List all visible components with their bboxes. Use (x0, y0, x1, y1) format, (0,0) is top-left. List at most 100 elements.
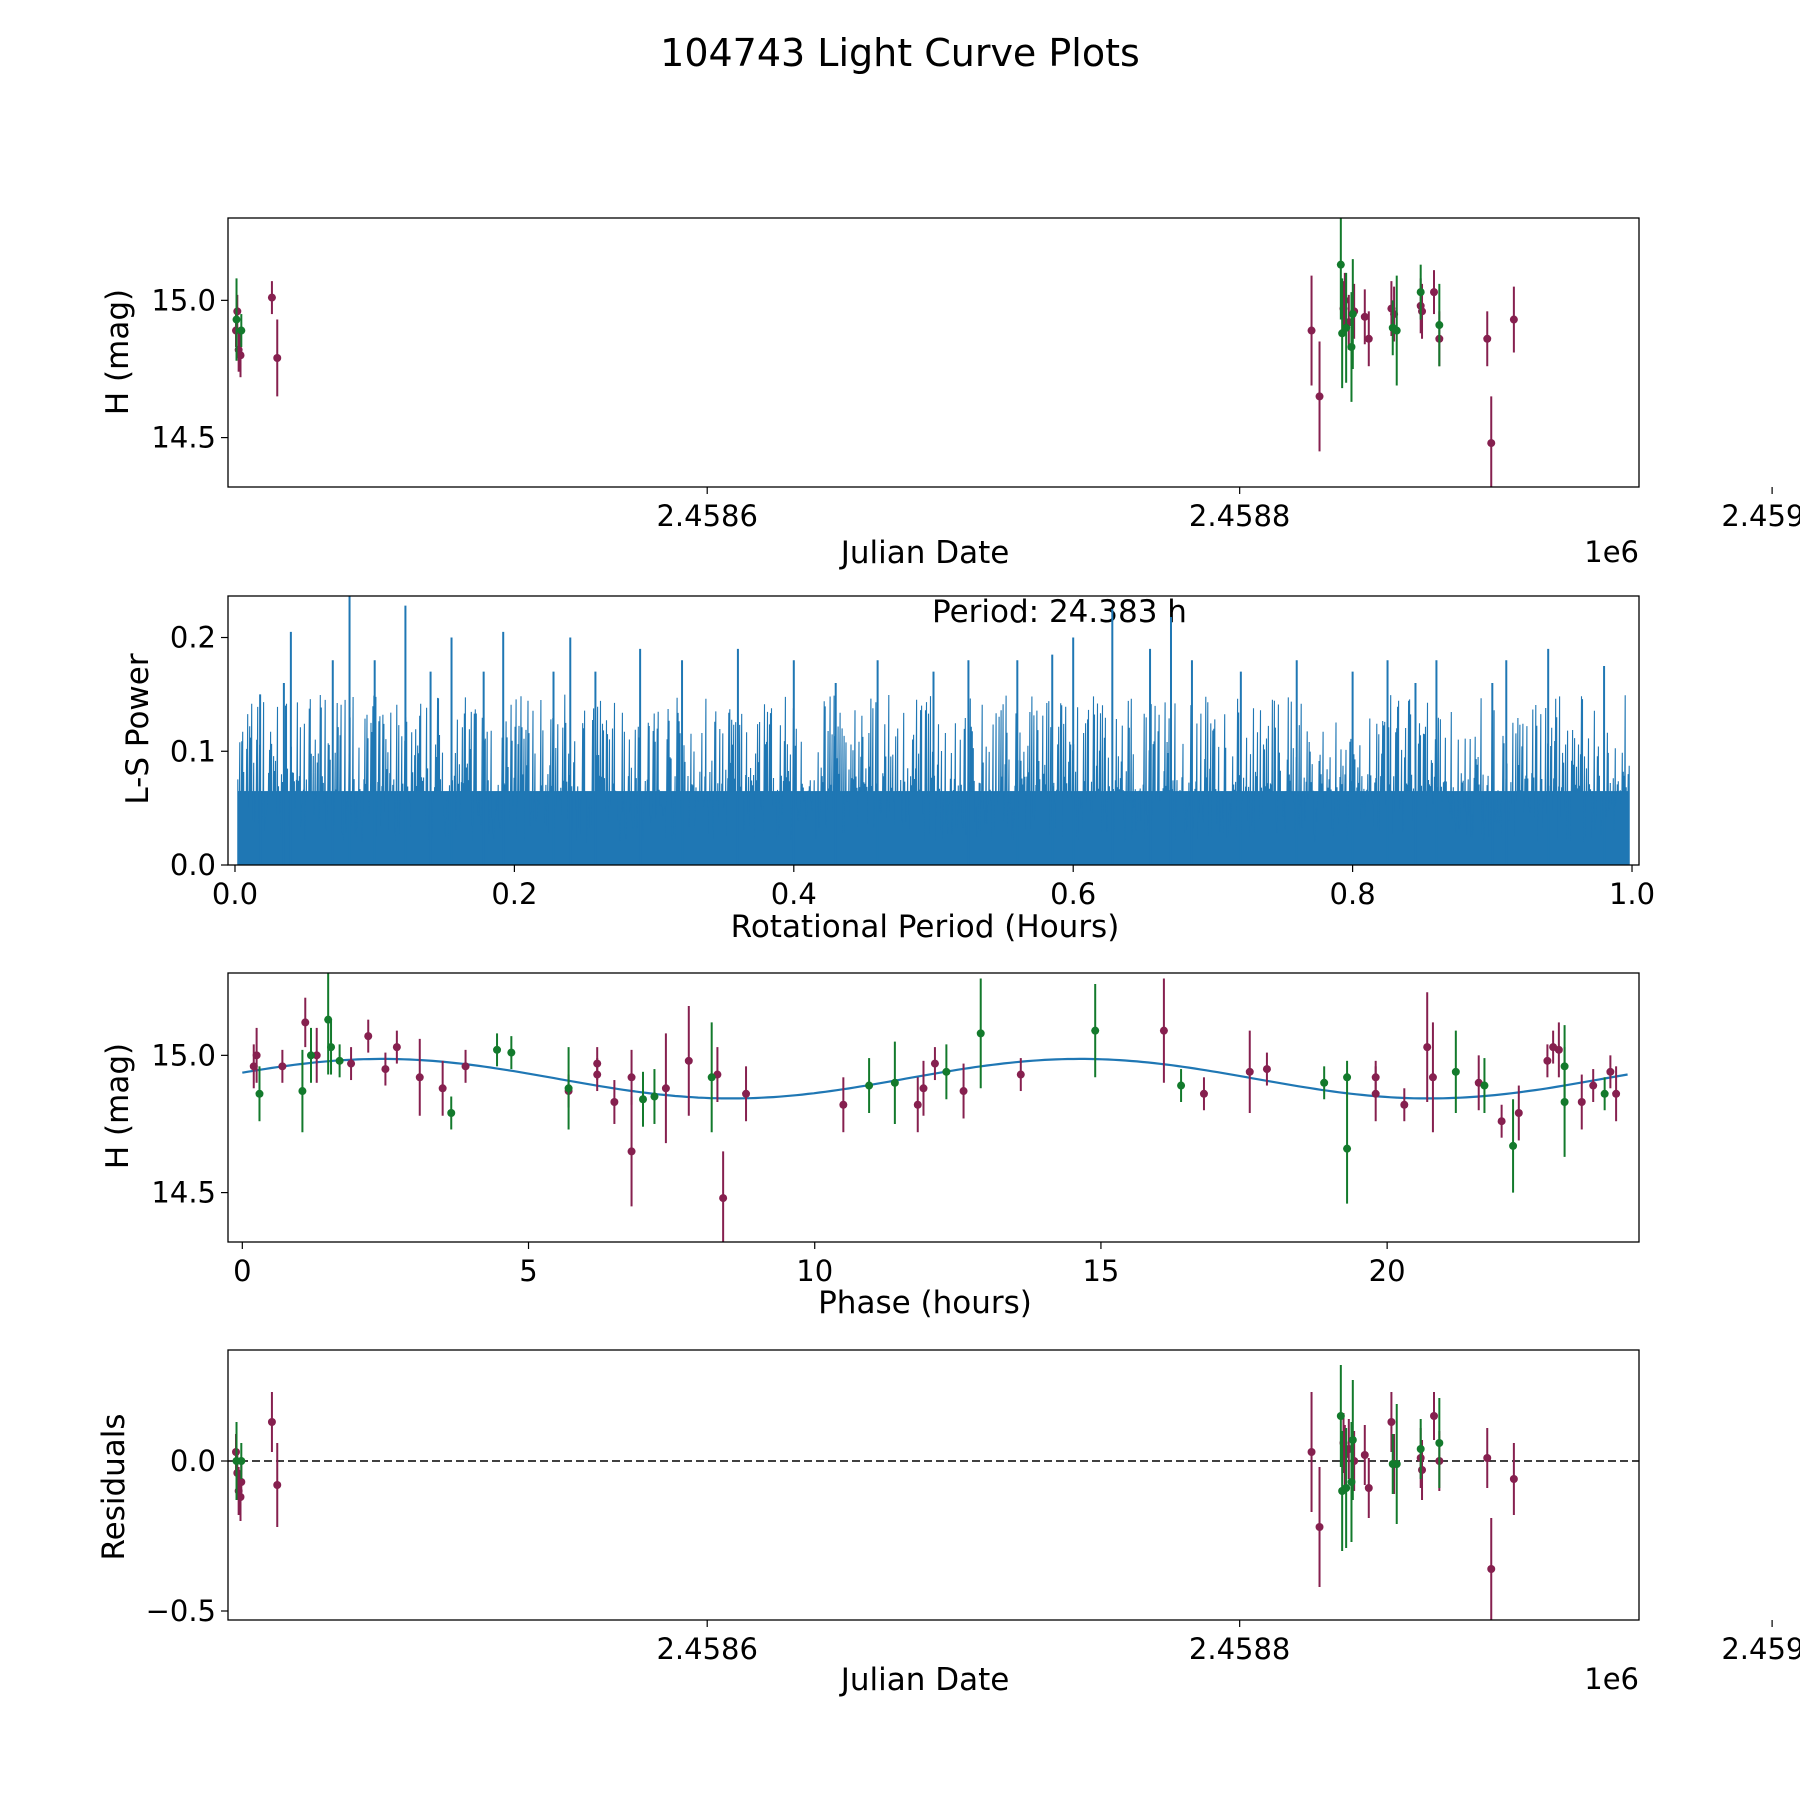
y-axis-label: H (mag) (100, 1043, 136, 1169)
data-point (1371, 1073, 1380, 1082)
plot-area (228, 1365, 1639, 1620)
x-tick-label: 15 (1082, 1254, 1119, 1288)
data-point (1483, 334, 1492, 343)
data-point (1159, 1026, 1168, 1035)
data-point (1430, 1412, 1439, 1420)
y-tick-label: 15.0 (151, 283, 216, 317)
data-point (1430, 288, 1439, 297)
data-point (1342, 323, 1351, 332)
y-tick-label: 15.0 (151, 1038, 216, 1072)
data-point (1606, 1067, 1615, 1076)
data-point (1364, 334, 1373, 343)
residuals-panel: Julian Date 1e6 Residuals 2.4586 2.4588 2.… (96, 1349, 1800, 1698)
data-point (1418, 1466, 1427, 1474)
y-tick-label: 0.2 (170, 621, 216, 655)
data-point (1509, 315, 1518, 324)
data-point (347, 1059, 356, 1068)
data-point (438, 1084, 447, 1093)
data-point (1416, 288, 1425, 297)
data-point (1487, 439, 1496, 448)
data-point (959, 1087, 968, 1096)
y-axis-label: L-S Power (120, 653, 156, 804)
data-point (1347, 343, 1356, 352)
data-point (564, 1084, 573, 1093)
data-point (919, 1084, 928, 1093)
plot-area (242, 973, 1628, 1242)
data-point (273, 1481, 282, 1489)
data-point (1091, 1026, 1100, 1035)
data-point (1483, 1454, 1492, 1462)
data-point (1554, 1045, 1563, 1054)
data-point (1435, 321, 1444, 330)
data-point (1423, 1043, 1432, 1052)
data-point (1347, 1478, 1356, 1486)
x-tick-label: 0.6 (1050, 877, 1096, 911)
data-point (507, 1048, 516, 1057)
data-point (1360, 1451, 1369, 1459)
y-tick-label: 14.5 (151, 1176, 216, 1210)
x-tick-label: 20 (1369, 1254, 1406, 1288)
data-point (627, 1073, 636, 1082)
data-point (1016, 1070, 1025, 1079)
data-point (1612, 1089, 1621, 1098)
periodogram-panel: Rotational Period (Hours) L-S Power Peri… (120, 594, 1655, 945)
data-point (1451, 1067, 1460, 1076)
data-point (237, 326, 246, 335)
data-point (593, 1070, 602, 1079)
data-point (1487, 1565, 1496, 1573)
data-point (1320, 1078, 1329, 1087)
data-point (976, 1029, 985, 1038)
data-point (1514, 1108, 1523, 1117)
x-tick-label: 2.4586 (656, 1632, 757, 1666)
data-point (1416, 1445, 1425, 1453)
data-point (255, 1089, 264, 1098)
data-point (1435, 1439, 1444, 1447)
x-tick-label: 0.4 (771, 877, 817, 911)
data-point (461, 1062, 470, 1071)
data-point (1307, 326, 1316, 335)
data-point (1509, 1141, 1518, 1150)
data-point (930, 1059, 939, 1068)
x-tick-label: 0.0 (212, 877, 258, 911)
data-point (237, 1478, 246, 1486)
data-point (1315, 1523, 1324, 1531)
data-point (719, 1194, 728, 1203)
data-point (381, 1065, 390, 1074)
data-point (1392, 1460, 1401, 1468)
axes-frame (227, 1349, 1640, 1621)
data-point (627, 1147, 636, 1156)
data-point (1307, 1448, 1316, 1456)
data-point (661, 1084, 670, 1093)
data-point (1497, 1117, 1506, 1126)
x-tick-label: 2.4588 (1189, 499, 1290, 533)
figure-title: 104743 Light Curve Plots (660, 31, 1140, 75)
data-point (307, 1051, 315, 1060)
data-point (639, 1095, 647, 1104)
x-offset-label: 1e6 (1584, 1662, 1639, 1696)
y-tick-label: 0.0 (170, 848, 216, 882)
axes-frame (227, 595, 1640, 866)
data-point (1392, 326, 1401, 335)
data-point (1336, 260, 1345, 269)
x-tick-label: 2.4590 (1721, 1632, 1800, 1666)
data-point (1245, 1067, 1254, 1076)
x-tick-label: 10 (796, 1254, 833, 1288)
x-tick-label: 2.4590 (1721, 499, 1800, 533)
x-tick-label: 0.2 (491, 877, 537, 911)
x-tick-label: 2.4588 (1189, 1632, 1290, 1666)
data-point (890, 1078, 899, 1087)
data-point (236, 351, 245, 360)
data-point (298, 1087, 307, 1096)
x-tick-label: 1.0 (1609, 877, 1655, 911)
data-point (1428, 1073, 1437, 1082)
data-point (1177, 1081, 1186, 1090)
phase-folded-panel: Phase (hours) H (mag) 0 5 10 15 20 14.5 15.0 (100, 972, 1640, 1321)
data-point (335, 1056, 344, 1065)
x-axis-label: Julian Date (839, 1662, 1010, 1698)
data-point (742, 1089, 751, 1098)
data-point (942, 1067, 951, 1076)
data-point (415, 1073, 424, 1082)
y-tick-label: 0.0 (170, 1444, 216, 1478)
plot-area (237, 596, 1630, 865)
data-point (1360, 312, 1369, 321)
